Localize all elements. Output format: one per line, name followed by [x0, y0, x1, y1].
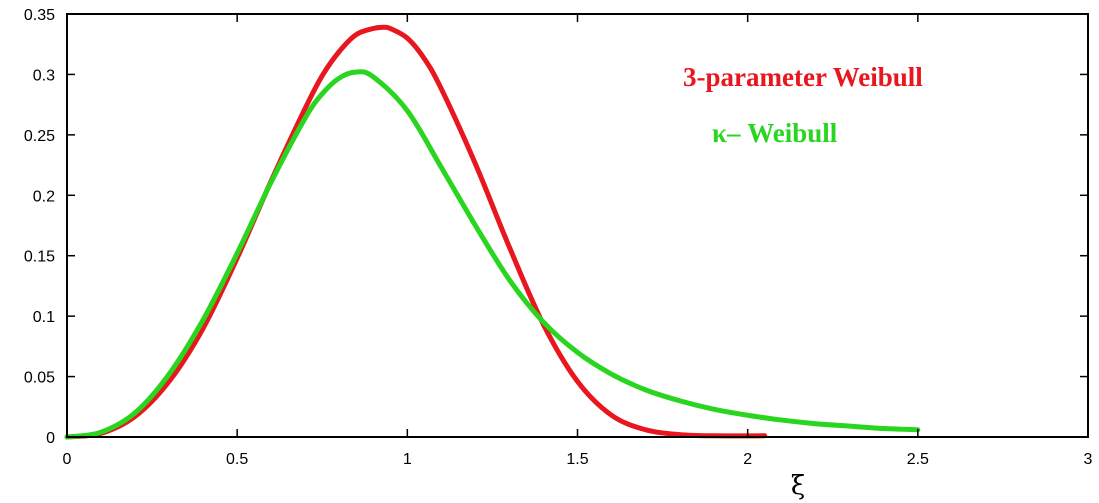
x-tick-label: 2.5: [907, 451, 929, 468]
x-tick-label: 0.5: [226, 451, 248, 468]
x-tick-label: 1.5: [566, 451, 588, 468]
y-tick-label: 0.2: [33, 188, 55, 205]
x-tick-label: 1: [403, 451, 412, 468]
legend-entry-kappa-weibull: κ– Weibull: [712, 118, 838, 148]
y-tick-label: 0.35: [24, 7, 55, 24]
x-axis: 0 0.5 1 1.5 2 2.5 3: [63, 14, 1093, 468]
plot-lines: [64, 24, 921, 440]
y-axis: 0 0.05 0.1 0.15 0.2 0.25 0.3 0.35: [24, 7, 1088, 447]
x-axis-label: ξ: [791, 471, 805, 501]
plot-frame: [66, 13, 1089, 438]
y-tick-label: 0: [46, 430, 55, 447]
y-tick-label: 0.15: [24, 249, 55, 266]
y-tick-label: 0.25: [24, 128, 55, 145]
y-tick-label: 0.1: [33, 309, 55, 326]
series-line-3-parameter-weibull: [64, 24, 768, 440]
legend-entry-3-parameter-weibull: 3-parameter Weibull: [683, 62, 923, 92]
y-tick-label: 0.05: [24, 370, 55, 387]
x-tick-label: 0: [63, 451, 72, 468]
y-tick-label: 0.3: [33, 67, 55, 84]
series-line-kappa-weibull: [64, 69, 921, 440]
x-tick-label: 2: [743, 451, 752, 468]
x-tick-label: 3: [1084, 451, 1093, 468]
